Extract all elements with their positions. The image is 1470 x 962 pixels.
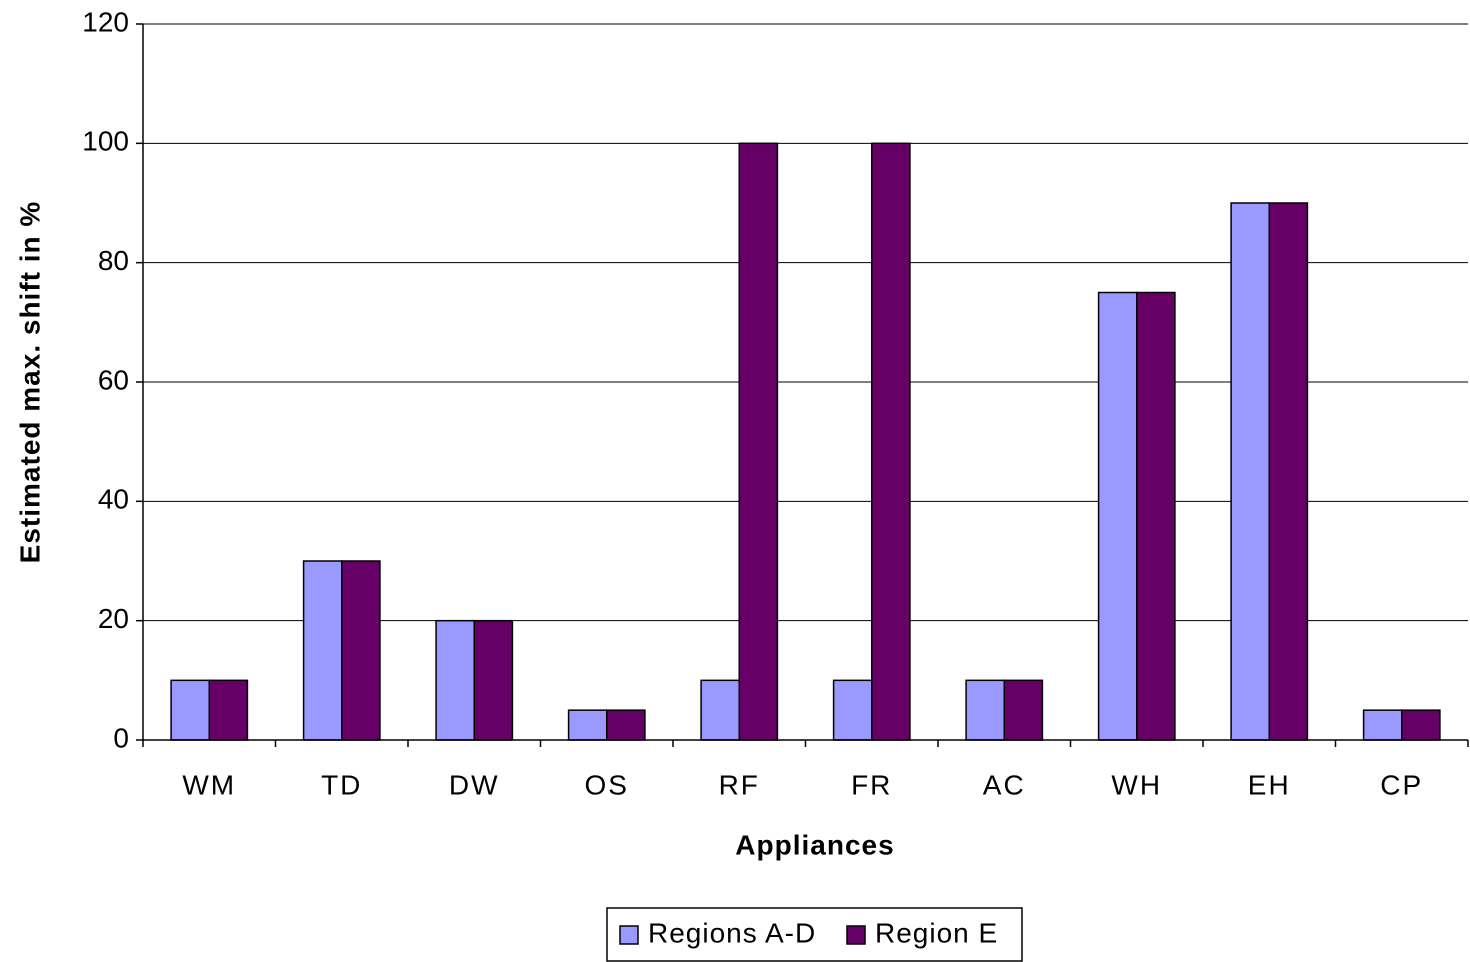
legend-swatch (619, 925, 639, 945)
y-tick-label: 100 (82, 126, 129, 157)
y-tick-label: 0 (113, 722, 129, 753)
bar (606, 709, 646, 741)
bar (1401, 709, 1441, 741)
bar (1003, 679, 1044, 741)
bar (1230, 202, 1270, 741)
bar (1097, 291, 1138, 741)
y-tick-label: 60 (98, 364, 129, 395)
bar (208, 679, 249, 741)
bar (567, 709, 608, 741)
x-tick-label: FR (851, 769, 892, 800)
bar (871, 142, 911, 741)
x-tick-label: WH (1111, 769, 1162, 800)
bar (435, 619, 475, 741)
bar (341, 560, 381, 741)
legend-label: Region E (875, 917, 998, 948)
bar (738, 142, 779, 741)
y-tick-label: 120 (82, 6, 129, 37)
x-tick-label: EH (1248, 769, 1291, 800)
bar (1362, 709, 1403, 741)
x-axis-title: Appliances (735, 829, 894, 860)
x-tick-label: CP (1380, 769, 1423, 800)
bar (700, 679, 741, 741)
bar (170, 679, 210, 741)
y-tick-label: 80 (98, 245, 129, 276)
y-tick-label: 20 (98, 603, 129, 634)
y-tick-label: 40 (98, 484, 129, 515)
legend-box (606, 907, 1023, 962)
y-axis-title: Estimated max. shift in % (14, 201, 45, 564)
x-tick-label: AC (983, 769, 1026, 800)
legend-swatch (846, 925, 866, 945)
x-tick-label: OS (585, 769, 629, 800)
x-tick-label: WM (182, 769, 236, 800)
x-tick-label: RF (719, 769, 760, 800)
legend-label: Regions A-D (648, 917, 816, 948)
bar (1136, 291, 1176, 741)
x-tick-label: TD (321, 769, 362, 800)
bar (965, 679, 1006, 741)
bar (1268, 202, 1309, 741)
bar (302, 560, 343, 741)
bar (473, 619, 514, 741)
x-tick-label: DW (449, 769, 500, 800)
bar (832, 679, 873, 741)
